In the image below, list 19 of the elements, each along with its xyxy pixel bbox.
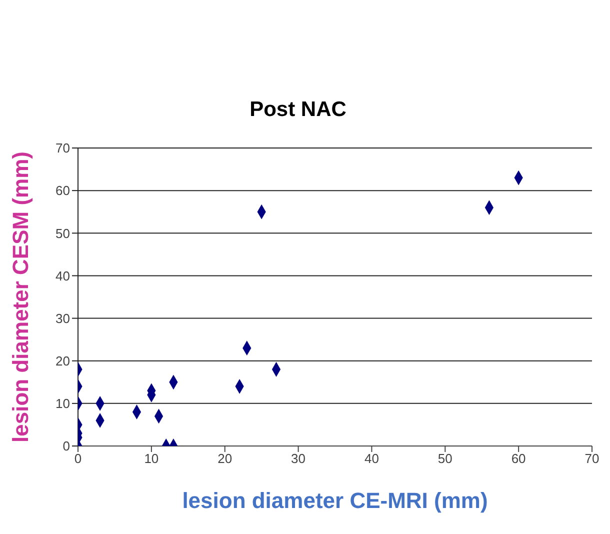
x-axis-title: lesion diameter CE-MRI (mm) [182,488,488,513]
y-tick-label: 40 [56,268,70,284]
y-tick-label: 60 [56,183,70,198]
y-tick-label: 10 [56,396,70,412]
y-tick-label: 20 [56,353,70,368]
y-tick-label: 30 [56,310,70,326]
x-tick-label: 50 [438,451,452,466]
y-axis-title: lesion diameter CESM (mm) [8,152,33,442]
x-tick-label: 40 [364,451,379,466]
chart-title: Post NAC [248,98,348,122]
x-tick-label: 60 [511,451,526,466]
y-tick-label: 0 [62,438,70,454]
y-tick-label: 70 [56,140,70,156]
x-tick-label: 0 [74,451,82,466]
x-tick-label: 30 [291,451,306,466]
x-tick-label: 20 [218,451,232,466]
x-tick-label: 70 [584,451,600,466]
y-tick-label: 50 [56,226,70,241]
x-tick-label: 10 [144,451,159,466]
